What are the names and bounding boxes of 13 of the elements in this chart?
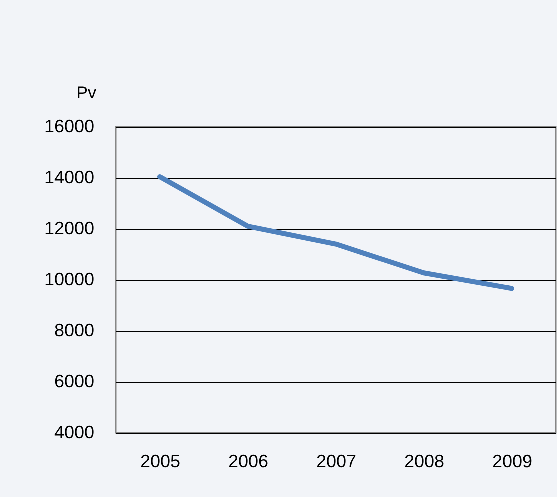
y-axis-title: Pv <box>76 84 97 102</box>
x-tick-label: 2006 <box>228 452 269 472</box>
x-tick-label: 2007 <box>316 452 357 472</box>
y-tick-label: 8000 <box>54 320 94 340</box>
y-tick-label: 6000 <box>54 372 94 392</box>
y-tick-label: 12000 <box>44 218 94 238</box>
x-tick-label: 2005 <box>140 452 181 472</box>
y-tick-label: 14000 <box>44 168 94 188</box>
y-tick-label: 10000 <box>44 270 94 290</box>
x-tick-label: 2009 <box>492 452 533 472</box>
y-tick-label: 4000 <box>54 422 94 442</box>
y-tick-label: 16000 <box>44 116 94 136</box>
x-tick-label: 2008 <box>404 452 445 472</box>
